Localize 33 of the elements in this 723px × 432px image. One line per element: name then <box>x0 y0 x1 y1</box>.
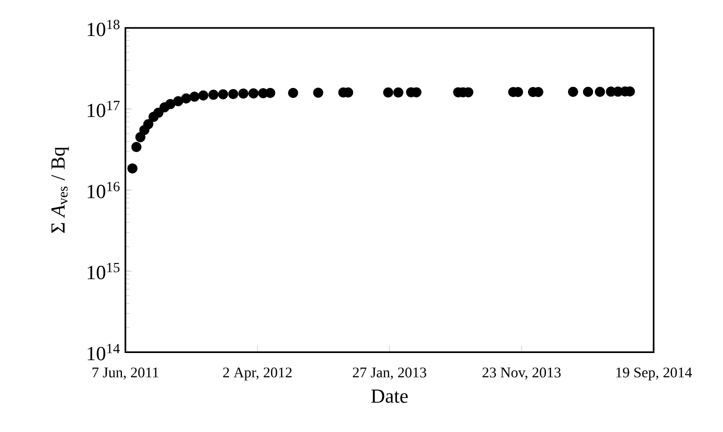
point <box>198 90 208 100</box>
point <box>181 93 192 104</box>
point <box>313 88 324 98</box>
y-tick-label: 10$^{18}$ <box>88 20 120 36</box>
point <box>143 119 154 130</box>
x-tick-label: 23 Nov, 2013 <box>482 367 561 380</box>
point <box>248 88 259 98</box>
point <box>288 88 298 98</box>
y-tick-label: 10$^{15}$ <box>88 262 120 280</box>
point <box>189 92 200 102</box>
point <box>173 96 184 106</box>
x-tick-label: 7 Jun, 2011 <box>92 367 158 380</box>
point <box>131 142 142 152</box>
point <box>228 88 238 100</box>
x-tick-label: 27 Jan, 2013 <box>352 367 426 380</box>
point <box>238 88 248 99</box>
point <box>568 86 578 97</box>
y-tick-label: 10$^{14}$ <box>88 344 120 360</box>
point <box>582 86 594 97</box>
x-axis-title: Date <box>371 389 408 403</box>
y-axis-title: Σ A$_{ves}$ / Bq <box>51 146 69 233</box>
point <box>165 98 176 110</box>
point <box>383 87 394 98</box>
point <box>208 90 219 100</box>
point <box>594 86 605 97</box>
point <box>127 163 138 174</box>
y-tick-label: 10$^{16}$ <box>88 182 120 198</box>
point <box>265 88 276 98</box>
y-tick-label: 10$^{17}$ <box>88 100 120 118</box>
x-tick-label: 19 Sep, 2014 <box>616 367 692 380</box>
point <box>393 87 404 98</box>
point <box>218 89 228 100</box>
x-tick-label: 2 Apr, 2012 <box>223 367 292 380</box>
